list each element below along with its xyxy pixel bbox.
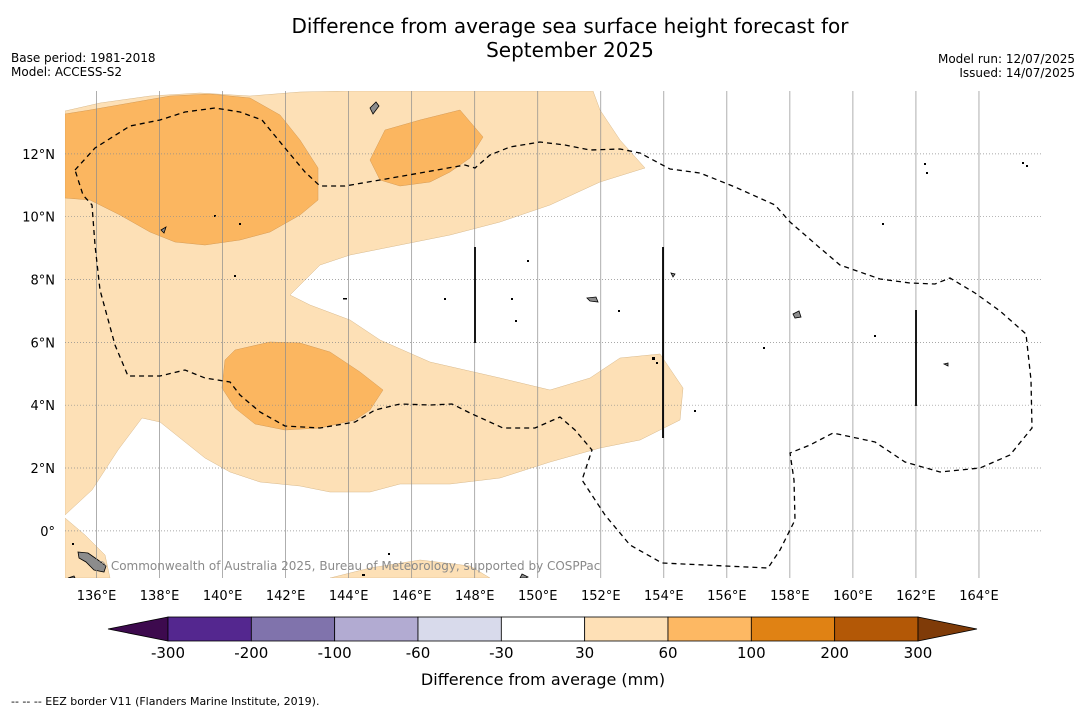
model-text: Model: ACCESS-S2 — [11, 65, 123, 79]
colorbar-segment — [500, 616, 586, 642]
lat-tick-label: 2°N — [31, 462, 56, 477]
lon-tick-label: 150°E — [518, 589, 558, 604]
boundary-lines — [474, 247, 917, 438]
lon-tick-label: 162°E — [896, 589, 936, 604]
lon-tick-label: 160°E — [833, 589, 873, 604]
colorbar-tick-label: -300 — [151, 644, 185, 662]
lat-tick-label: 6°N — [31, 336, 56, 351]
copyright-text: © Commonwealth of Australia 2025, Bureau… — [95, 559, 600, 573]
colorbar-segment — [250, 616, 336, 642]
small-islets — [72, 162, 1028, 576]
model-run-info: Model run: 12/07/2025 Issued: 14/07/2025 — [938, 52, 1075, 80]
colorbar-tick-label: -60 — [406, 644, 431, 662]
base-period-info: Base period: 1981-2018 Model: ACCESS-S2 — [11, 51, 156, 79]
colorbar-label: Difference from average (mm) — [421, 670, 665, 689]
eez-footnote: -- -- -- EEZ border V11 (Flanders Marine… — [11, 695, 320, 708]
lat-tick-label: 10°N — [22, 211, 55, 226]
colorbar-segment — [750, 616, 836, 642]
colorbar-tick-label: 300 — [904, 644, 933, 662]
longitude-labels: 136°E 138°E 140°E 142°E 144°E 146°E 148°E 150°E… — [77, 589, 999, 604]
colorbar-tick-label: 100 — [737, 644, 766, 662]
issued-text: Issued: 14/07/2025 — [959, 66, 1075, 80]
lon-tick-label: 158°E — [770, 589, 810, 604]
colorbar-extend-low — [107, 616, 169, 642]
colorbar-segment — [667, 616, 752, 642]
colorbar-tick-label: -100 — [318, 644, 352, 662]
lat-tick-label: 0° — [40, 525, 55, 540]
lon-tick-label: 156°E — [707, 589, 747, 604]
colorbar-tick-label: -30 — [489, 644, 514, 662]
anomaly-30-60-south-2 — [329, 559, 491, 578]
lon-tick-label: 148°E — [455, 589, 495, 604]
base-period-text: Base period: 1981-2018 — [11, 51, 156, 65]
lat-tick-label: 12°N — [22, 148, 55, 163]
colorbar-segment — [834, 616, 919, 642]
lon-tick-label: 140°E — [203, 589, 243, 604]
lon-tick-label: 146°E — [392, 589, 432, 604]
lon-tick-label: 142°E — [266, 589, 306, 604]
colorbar: -300 -200 -100 -60 -30 30 60 100 200 300 Differen… — [107, 616, 978, 689]
map-area: © Commonwealth of Australia 2025, Bureau… — [65, 91, 1042, 578]
anomaly-60-100-central — [221, 341, 384, 431]
latitude-labels: 12°N 10°N 8°N 6°N 4°N 2°N 0° — [22, 148, 55, 540]
lon-tick-label: 138°E — [140, 589, 180, 604]
lat-tick-label: 8°N — [31, 274, 56, 289]
lon-tick-label: 144°E — [329, 589, 369, 604]
model-run-text: Model run: 12/07/2025 — [937, 52, 1075, 66]
land-features — [67, 101, 949, 578]
lon-tick-label: 152°E — [581, 589, 621, 604]
anomaly-60-100-north — [369, 109, 484, 187]
title-line-2: September 2025 — [486, 38, 654, 62]
colorbar-extend-high — [917, 616, 978, 642]
lon-tick-label: 136°E — [77, 589, 117, 604]
title-line-1: Difference from average sea surface heig… — [291, 14, 849, 38]
lon-tick-label: 154°E — [644, 589, 684, 604]
colorbar-tick-label: 60 — [658, 644, 677, 662]
colorbar-segment — [334, 616, 419, 642]
gridlines — [65, 91, 1042, 578]
colorbar-segment — [417, 616, 502, 642]
colorbar-tick-label: 30 — [575, 644, 594, 662]
colorbar-tick-label: -200 — [234, 644, 268, 662]
colorbar-segment — [167, 616, 252, 642]
map-title: Difference from average sea surface heig… — [0, 14, 1085, 62]
colorbar-segment — [584, 616, 669, 642]
colorbar-tick-label: 200 — [820, 644, 849, 662]
lon-tick-label: 164°E — [959, 589, 999, 604]
lat-tick-label: 4°N — [31, 399, 56, 414]
anomaly-60-100-west — [65, 93, 319, 246]
